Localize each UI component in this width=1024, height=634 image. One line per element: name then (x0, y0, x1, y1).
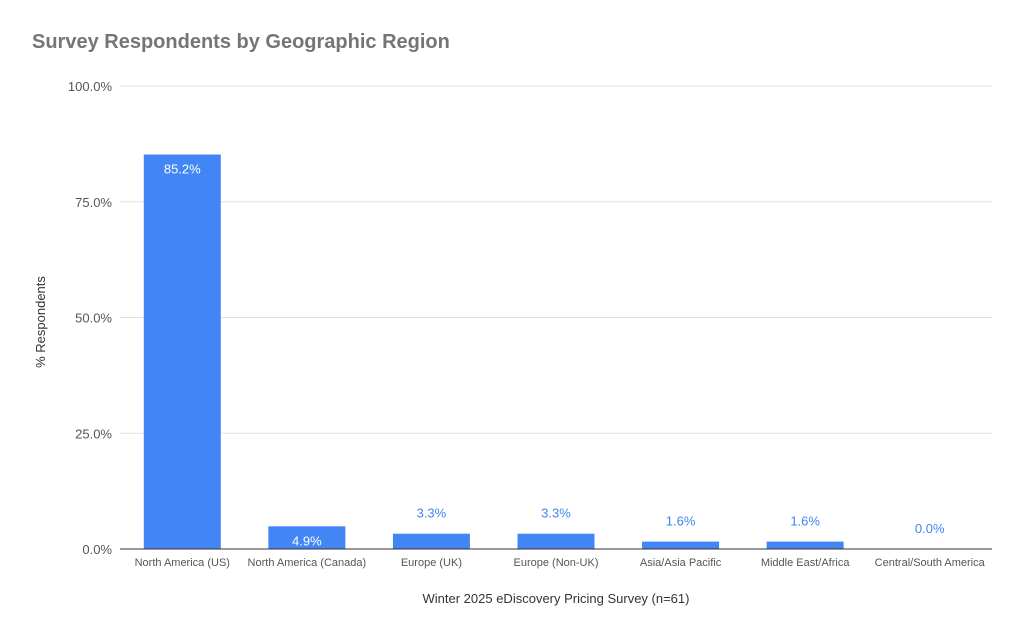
chart-title: Survey Respondents by Geographic Region (32, 31, 450, 53)
y-axis-ticks: 0.0% 25.0% 50.0% 75.0% 100.0% (68, 79, 113, 557)
y-tick-label: 100.0% (68, 79, 113, 94)
bar (642, 541, 720, 549)
x-tick-label: North America (US) (135, 557, 230, 569)
data-label: 1.6% (666, 514, 696, 529)
y-tick-label: 50.0% (75, 311, 112, 326)
x-axis-title: Winter 2025 eDiscovery Pricing Survey (n… (423, 591, 690, 606)
y-tick-label: 25.0% (75, 426, 112, 441)
bar (143, 154, 221, 550)
data-label: 1.6% (790, 514, 820, 529)
data-label: 3.3% (541, 506, 571, 521)
bars (143, 154, 844, 550)
x-tick-label: Europe (UK) (401, 557, 462, 569)
x-tick-label: Middle East/Africa (761, 557, 851, 569)
x-tick-label: Europe (Non-UK) (514, 557, 599, 569)
y-tick-label: 0.0% (82, 542, 112, 557)
data-label: 4.9% (292, 533, 322, 548)
x-tick-label: North America (Canada) (248, 557, 367, 569)
data-label: 85.2% (164, 162, 201, 177)
bar (268, 526, 346, 549)
gridlines (120, 85, 992, 434)
data-labels: 85.2% 4.9% 3.3% 3.3% 1.6% 1.6% 0.0% (164, 162, 945, 549)
y-axis-title: % Respondents (33, 276, 48, 368)
bar (392, 533, 470, 549)
x-tick-label: Central/South America (875, 557, 986, 569)
bar (517, 533, 595, 549)
data-label: 0.0% (915, 521, 945, 536)
bar (766, 541, 844, 549)
x-tick-label: Asia/Asia Pacific (640, 557, 722, 569)
data-label: 3.3% (417, 506, 447, 521)
y-tick-label: 75.0% (75, 195, 112, 210)
x-axis-ticks: North America (US) North America (Canada)… (135, 557, 986, 569)
